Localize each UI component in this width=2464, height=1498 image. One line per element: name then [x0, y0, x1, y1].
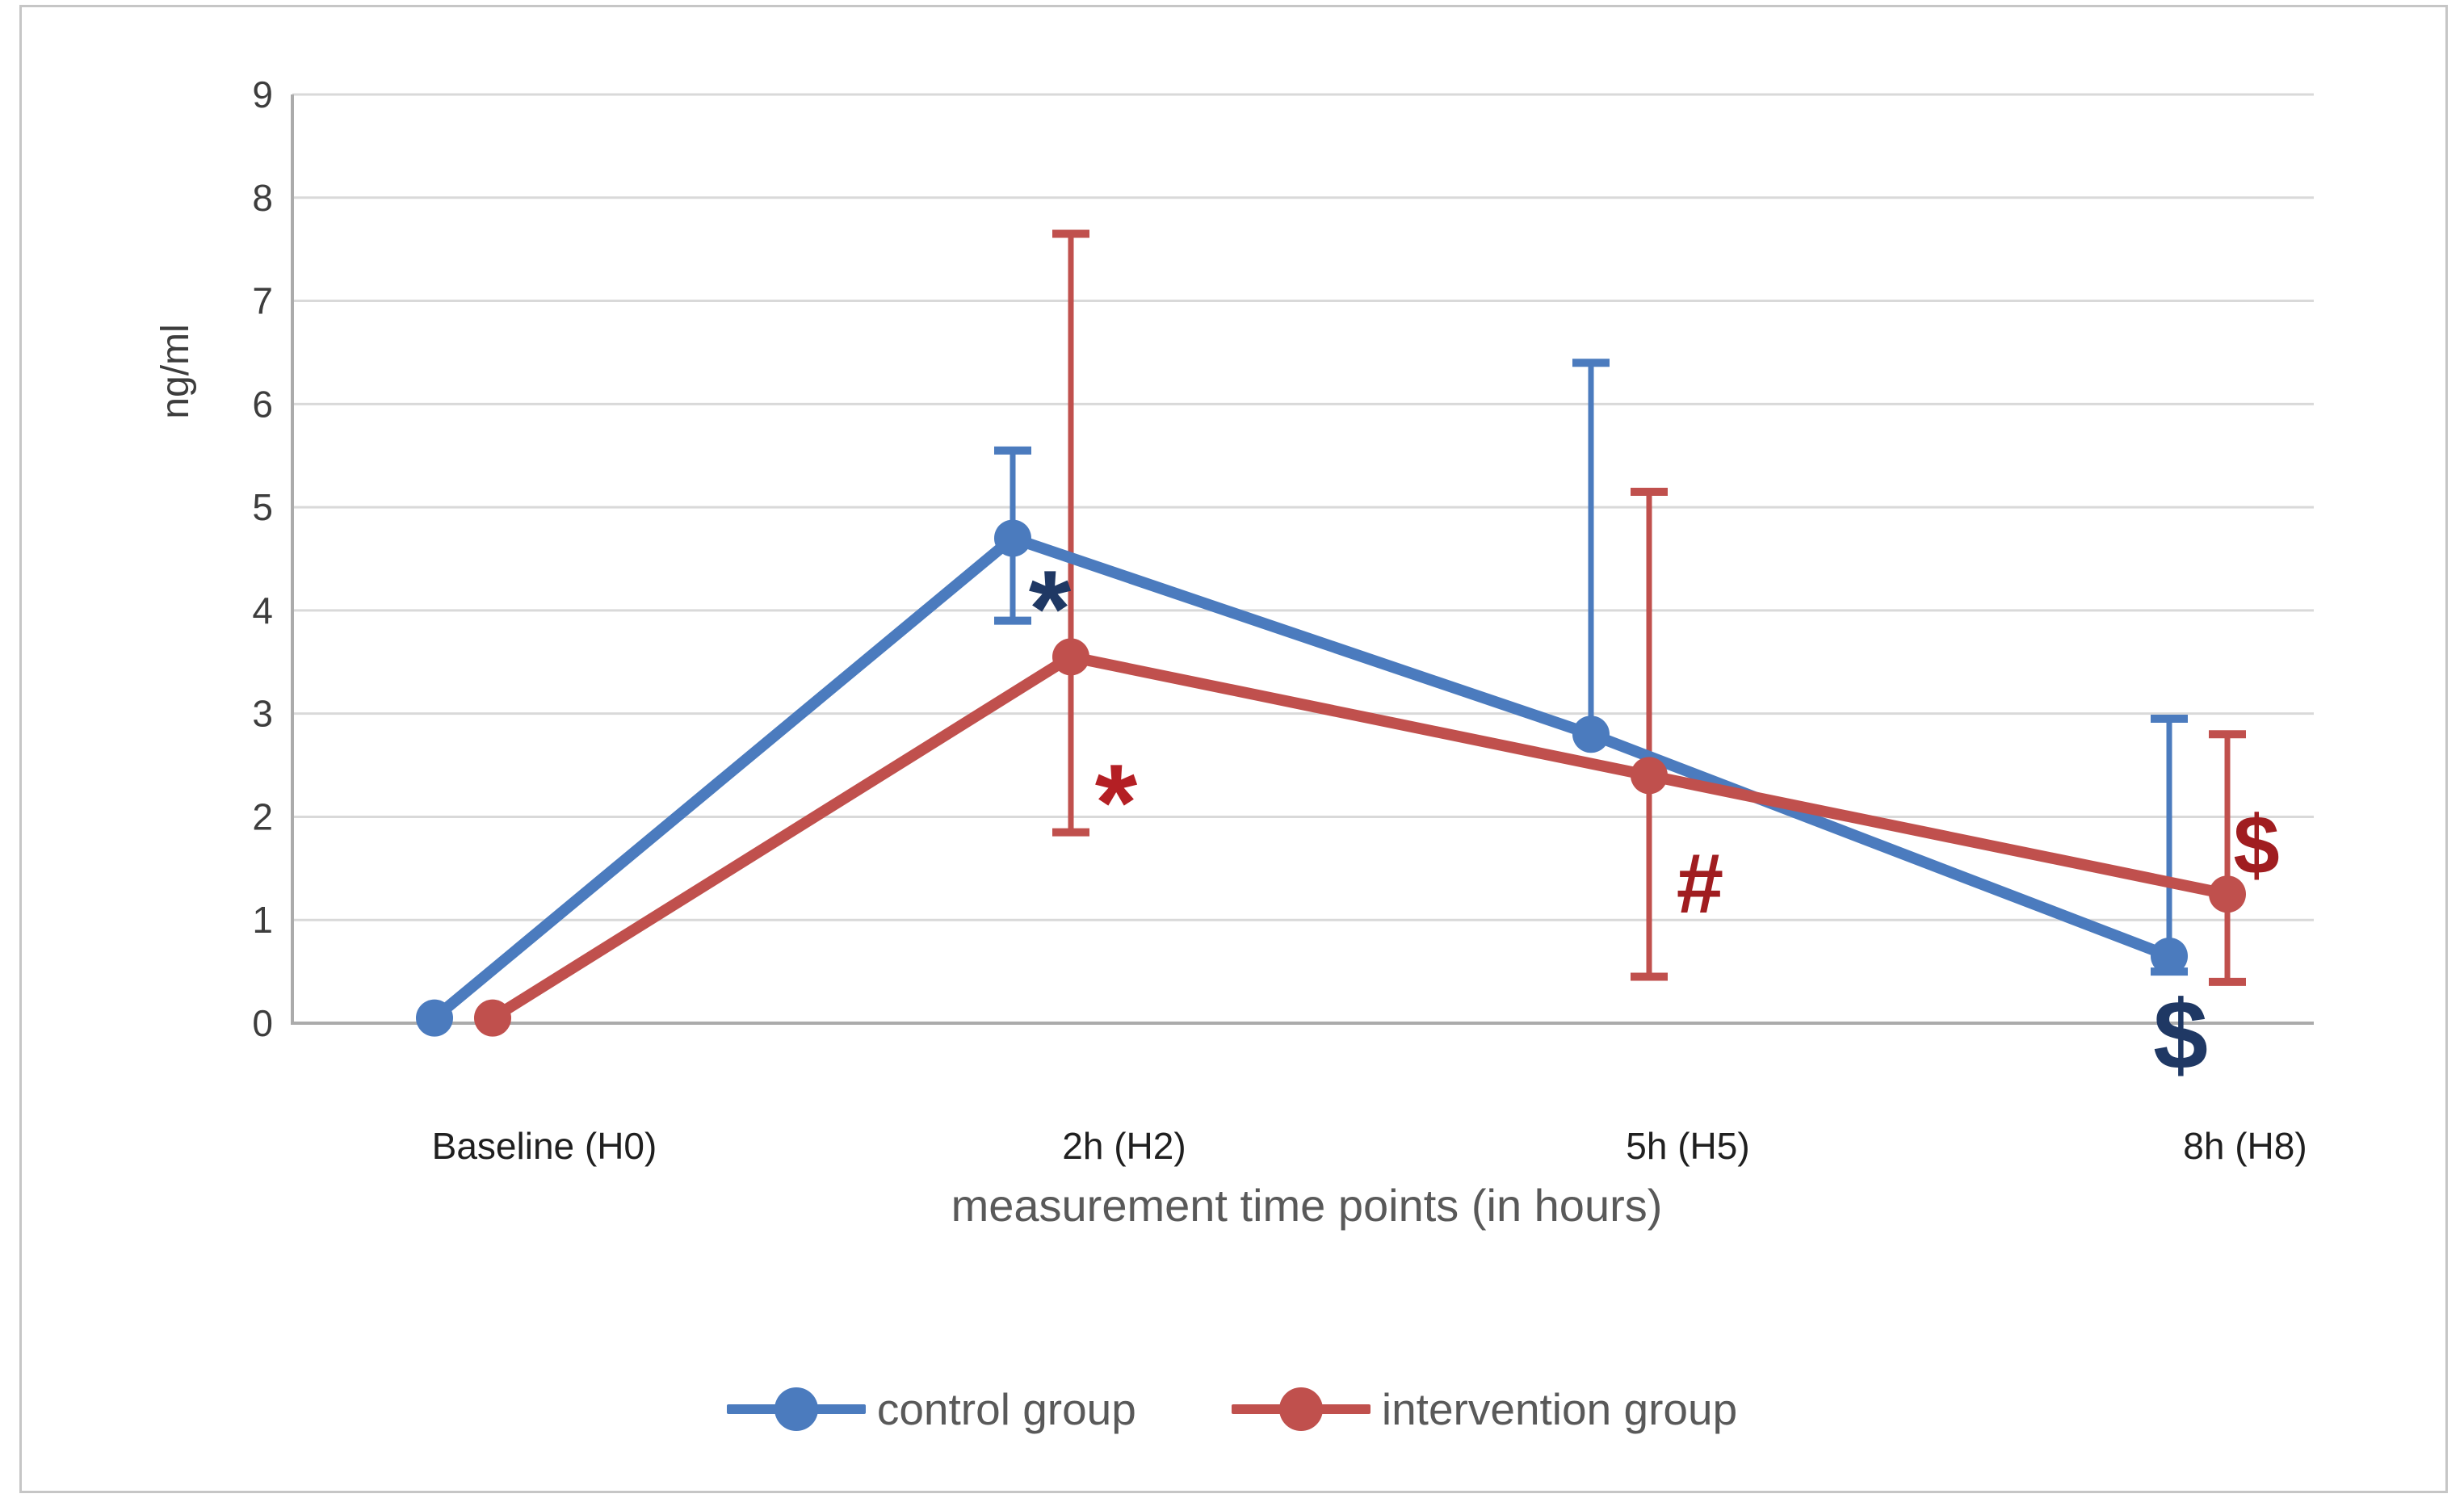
x-tick-label: 5h (H5) — [1626, 1125, 1749, 1167]
legend-dot-icon — [1278, 1387, 1323, 1431]
x-axis-title: measurement time points (in hours) — [951, 1180, 1663, 1231]
data-point-marker — [994, 519, 1031, 557]
significance-symbol: * — [1095, 741, 1138, 863]
y-tick-label: 3 — [252, 693, 273, 735]
y-tick-label: 6 — [252, 383, 273, 425]
legend-line-marker-icon — [1231, 1387, 1371, 1431]
data-point-marker — [2151, 937, 2188, 975]
y-tick-label: 2 — [252, 795, 273, 837]
legend-line-marker-icon — [726, 1387, 866, 1431]
legend-item-control-group: control group — [726, 1383, 1136, 1435]
significance-symbol: * — [1029, 548, 1072, 669]
data-point-marker — [474, 999, 511, 1037]
y-tick-label: 9 — [252, 73, 273, 115]
x-tick-label: Baseline (H0) — [432, 1125, 657, 1167]
y-tick-label: 0 — [252, 1002, 273, 1044]
y-tick-label: 5 — [252, 486, 273, 528]
y-tick-label: 8 — [252, 177, 273, 219]
y-tick-label: 4 — [252, 590, 273, 632]
chart-legend: control group intervention group — [0, 1365, 2464, 1454]
x-tick-label: 8h (H8) — [2183, 1125, 2307, 1167]
x-tick-label: 2h (H2) — [1062, 1125, 1186, 1167]
data-point-marker — [1631, 757, 1668, 795]
series-line-control-group — [429, 532, 2175, 1024]
series-line-intervention-group — [487, 651, 2233, 1024]
legend-dot-icon — [774, 1387, 818, 1431]
y-tick-label: 1 — [252, 899, 273, 941]
significance-symbol: $ — [2233, 799, 2279, 892]
legend-item-intervention-group: intervention group — [1231, 1383, 1738, 1435]
y-tick-label: 7 — [252, 280, 273, 322]
data-point-marker — [416, 999, 453, 1037]
data-point-marker — [1572, 715, 1610, 753]
legend-label: intervention group — [1381, 1384, 1738, 1434]
significance-symbol: # — [1677, 837, 1723, 931]
data-point-marker — [1052, 638, 1089, 676]
figure-border — [19, 5, 2448, 1493]
y-axis-title: ng/ml — [154, 324, 197, 419]
data-point-marker — [2209, 875, 2246, 913]
legend-label: control group — [876, 1384, 1136, 1434]
significance-symbol: $ — [2153, 980, 2208, 1089]
